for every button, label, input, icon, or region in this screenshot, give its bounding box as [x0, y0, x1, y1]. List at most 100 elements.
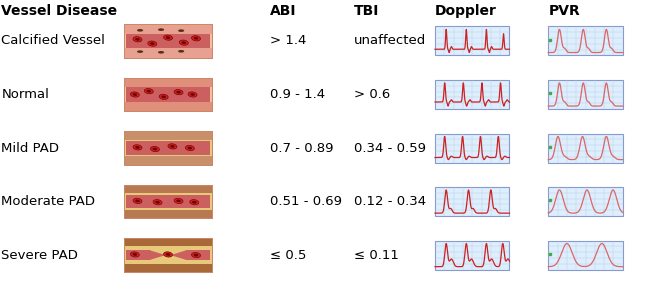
Bar	[435, 26, 510, 56]
Bar	[126, 141, 210, 155]
Polygon shape	[151, 250, 185, 255]
Ellipse shape	[192, 201, 196, 203]
Ellipse shape	[179, 40, 188, 45]
Ellipse shape	[133, 145, 142, 150]
Ellipse shape	[159, 94, 168, 99]
Bar	[124, 78, 212, 111]
Ellipse shape	[137, 50, 143, 53]
Bar	[126, 195, 210, 208]
Text: PVR: PVR	[549, 4, 580, 18]
Ellipse shape	[174, 198, 183, 203]
Bar	[124, 238, 212, 272]
Bar	[124, 156, 212, 165]
Bar	[124, 185, 212, 218]
Ellipse shape	[133, 253, 137, 256]
Bar	[124, 264, 212, 272]
Bar	[124, 24, 212, 58]
Bar	[124, 135, 212, 161]
Ellipse shape	[150, 42, 155, 45]
Bar	[124, 242, 212, 268]
Bar	[549, 80, 623, 109]
Bar	[124, 238, 212, 272]
Bar	[124, 78, 212, 87]
Text: Mild PAD: Mild PAD	[1, 142, 59, 154]
Ellipse shape	[131, 92, 139, 97]
Ellipse shape	[137, 29, 143, 32]
Ellipse shape	[188, 147, 192, 149]
Ellipse shape	[176, 200, 181, 202]
Bar	[124, 131, 212, 140]
Ellipse shape	[153, 148, 157, 150]
Text: 0.34 - 0.59: 0.34 - 0.59	[354, 142, 426, 154]
Bar	[124, 102, 212, 111]
Text: ≤ 0.11: ≤ 0.11	[354, 249, 399, 262]
Ellipse shape	[194, 37, 198, 40]
Ellipse shape	[181, 41, 186, 44]
Ellipse shape	[192, 252, 200, 258]
Bar	[124, 78, 212, 111]
Ellipse shape	[192, 36, 200, 41]
Bar	[435, 80, 510, 109]
Ellipse shape	[178, 50, 184, 53]
Ellipse shape	[147, 90, 151, 92]
Text: 0.9 - 1.4: 0.9 - 1.4	[270, 88, 325, 101]
Bar	[126, 250, 210, 260]
Ellipse shape	[168, 144, 177, 149]
Ellipse shape	[144, 89, 153, 94]
Bar	[124, 131, 212, 165]
Ellipse shape	[135, 38, 140, 41]
Ellipse shape	[166, 253, 170, 256]
Ellipse shape	[190, 200, 199, 205]
Bar	[126, 34, 210, 48]
Ellipse shape	[176, 91, 181, 94]
Text: > 1.4: > 1.4	[270, 34, 306, 48]
Ellipse shape	[153, 200, 162, 205]
Ellipse shape	[131, 252, 139, 257]
Bar	[435, 241, 510, 270]
Bar	[124, 210, 212, 218]
Ellipse shape	[164, 35, 172, 40]
Text: 0.51 - 0.69: 0.51 - 0.69	[270, 195, 342, 208]
Text: Calcified Vessel: Calcified Vessel	[1, 34, 105, 48]
Polygon shape	[151, 255, 185, 260]
Bar	[124, 24, 212, 34]
Ellipse shape	[161, 96, 166, 98]
Ellipse shape	[155, 201, 160, 203]
Text: unaffected: unaffected	[354, 34, 426, 48]
Ellipse shape	[188, 92, 197, 97]
Ellipse shape	[135, 200, 140, 202]
Ellipse shape	[164, 252, 172, 257]
Bar	[124, 188, 212, 215]
Bar	[124, 238, 212, 247]
Ellipse shape	[158, 28, 164, 31]
Bar	[435, 187, 510, 216]
Bar	[435, 134, 510, 162]
Ellipse shape	[133, 37, 142, 42]
Ellipse shape	[178, 29, 184, 32]
Ellipse shape	[174, 90, 183, 95]
Ellipse shape	[158, 51, 164, 54]
Text: Severe PAD: Severe PAD	[1, 249, 78, 262]
Ellipse shape	[148, 41, 157, 46]
Text: Doppler: Doppler	[435, 4, 497, 18]
Text: ABI: ABI	[270, 4, 296, 18]
Bar	[549, 134, 623, 162]
Text: 0.12 - 0.34: 0.12 - 0.34	[354, 195, 426, 208]
Ellipse shape	[185, 146, 194, 151]
Bar	[549, 26, 623, 56]
Text: Normal: Normal	[1, 88, 49, 101]
Ellipse shape	[150, 146, 159, 152]
Bar	[124, 24, 212, 58]
Ellipse shape	[135, 146, 140, 149]
Ellipse shape	[170, 145, 175, 148]
Bar	[124, 48, 212, 58]
Bar	[549, 241, 623, 270]
Text: Moderate PAD: Moderate PAD	[1, 195, 96, 208]
Ellipse shape	[133, 93, 137, 96]
Ellipse shape	[194, 254, 198, 256]
Ellipse shape	[133, 198, 142, 203]
Bar	[124, 185, 212, 193]
Bar	[549, 187, 623, 216]
Ellipse shape	[190, 93, 195, 96]
Text: > 0.6: > 0.6	[354, 88, 391, 101]
